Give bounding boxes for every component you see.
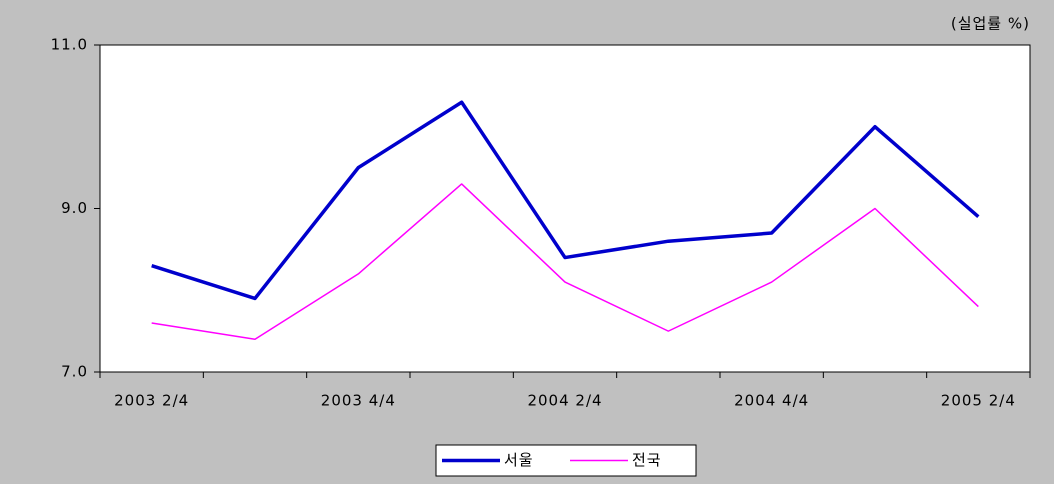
x-tick-label: 2004 4/4: [734, 392, 809, 410]
series-line: [151, 100, 980, 301]
legend-label: 서울: [504, 451, 534, 469]
x-tick-label: 2004 2/4: [527, 392, 602, 410]
y-tick-label: 11.0: [51, 36, 88, 54]
unit-annotation: (실업률 %): [951, 15, 1030, 33]
x-tick-label: 2005 2/4: [941, 392, 1016, 410]
x-tick-label: 2003 2/4: [114, 392, 189, 410]
series-line: [151, 183, 979, 341]
plot-area: [99, 44, 1031, 373]
legend-label: 전국: [632, 451, 662, 469]
y-tick-label: 9.0: [61, 199, 88, 217]
legend-box: [435, 444, 697, 477]
y-tick-label: 7.0: [61, 363, 88, 381]
x-tick-label: 2003 4/4: [321, 392, 396, 410]
